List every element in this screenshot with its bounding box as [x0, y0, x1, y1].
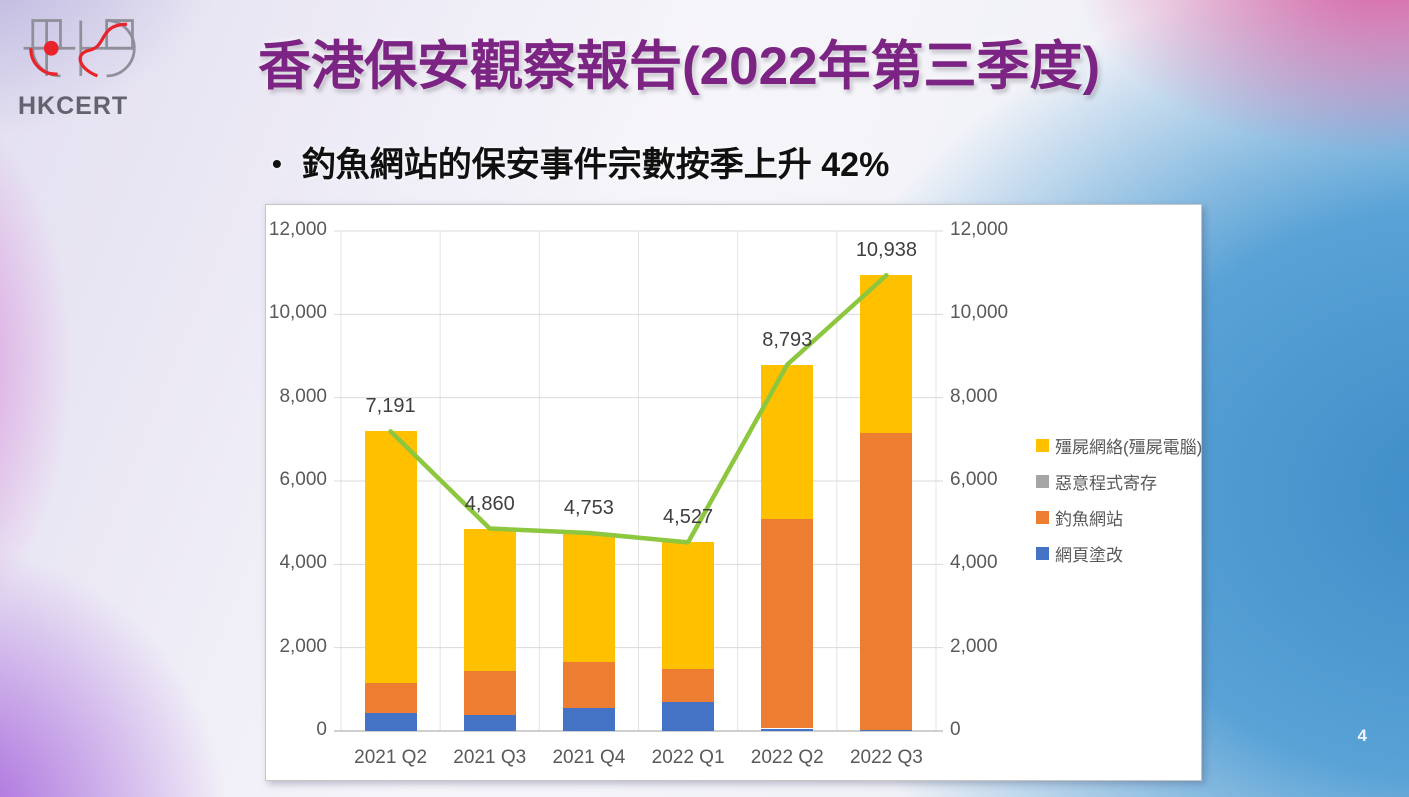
y-axis-tick-label-right: 2,000 — [950, 635, 998, 657]
y-axis-tick-label-left: 4,000 — [279, 552, 327, 574]
legend-swatch-icon — [1036, 510, 1049, 524]
data-label-total: 4,860 — [464, 492, 515, 515]
x-axis-category-label: 2021 Q4 — [552, 747, 626, 768]
y-axis-tick-label-left: 6,000 — [279, 469, 327, 490]
bar-segment-botnet — [562, 532, 615, 663]
y-axis-tick-label-left: 2,000 — [279, 635, 327, 657]
hkcert-logo-text: HKCERT — [18, 92, 129, 120]
bar-segment-phishing — [662, 668, 715, 702]
y-axis-tick-label-right: 0 — [950, 719, 961, 740]
bar-segment-defacement — [364, 712, 417, 731]
bar-segment-defacement — [860, 730, 913, 731]
bullet-icon: • — [272, 148, 282, 179]
legend-item-defacement: 網頁塗改 — [1036, 535, 1201, 571]
legend-label: 惡意程式寄存 — [1055, 473, 1157, 493]
bar-segment-phishing — [761, 518, 814, 729]
y-axis-tick-label-left: 10,000 — [268, 302, 327, 324]
x-axis-category-label: 2022 Q3 — [849, 747, 923, 768]
y-axis-tick-label-right: 12,000 — [950, 219, 1009, 240]
bar-segment-phishing — [860, 432, 913, 731]
data-label-total: 4,753 — [563, 496, 614, 519]
legend-label: 釣魚網站 — [1055, 509, 1123, 529]
legend-label: 網頁塗改 — [1055, 545, 1123, 565]
y-axis-tick-label-right: 6,000 — [950, 469, 998, 490]
bar-segment-phishing — [364, 682, 417, 713]
chart-panel: 殭屍網絡(殭屍電腦) 惡意程式寄存 釣魚網站網頁塗改 7,191 4,860 4,753… — [265, 204, 1202, 781]
x-axis-category-label: 2022 Q2 — [750, 747, 824, 768]
bar-segment-botnet — [662, 542, 715, 669]
total-line — [388, 273, 889, 545]
bar-segment-defacement — [662, 701, 715, 731]
bar-segment-phishing — [463, 670, 516, 715]
y-axis-tick-label-right: 10,000 — [950, 302, 1009, 324]
hkcert-logo-mark — [23, 19, 136, 78]
y-axis-tick-label-left: 0 — [316, 719, 327, 740]
data-label-total: 8,793 — [762, 328, 813, 351]
bar-segment-defacement — [463, 714, 516, 731]
logo-red-dot — [43, 40, 59, 56]
y-axis-tick-label-left: 8,000 — [279, 385, 327, 407]
bar-segment-botnet — [463, 528, 516, 671]
x-axis-category-label: 2021 Q3 — [453, 747, 527, 768]
legend-item-malware-hosting: 惡意程式寄存 — [1036, 463, 1201, 499]
bar-segment-phishing — [562, 662, 615, 708]
x-axis-category-label: 2022 Q1 — [651, 747, 725, 768]
data-label-total: 10,938 — [855, 239, 917, 262]
legend-item-botnet: 殭屍網絡(殭屍電腦) — [1036, 427, 1203, 463]
legend-swatch-icon — [1036, 546, 1049, 560]
legend-swatch-icon — [1036, 438, 1049, 452]
y-axis-tick-label-right: 8,000 — [950, 385, 998, 407]
legend-swatch-icon — [1036, 474, 1049, 488]
bar-segment-defacement — [761, 728, 814, 731]
y-axis-tick-label-right: 4,000 — [950, 552, 998, 574]
bar-segment-botnet — [860, 275, 913, 433]
bullet-text: 釣魚網站的保安事件宗數按季上升 42% — [301, 146, 890, 184]
data-label-total: 7,191 — [365, 395, 416, 418]
bar-segment-botnet — [761, 364, 814, 519]
slide-title: 香港保安觀察報告(2022年第三季度) — [258, 37, 1101, 96]
bar-segment-defacement — [562, 707, 615, 731]
chart-gridlines — [334, 230, 943, 732]
bullet-line: • 釣魚網站的保安事件宗數按季上升 42% — [272, 137, 1272, 186]
y-axis-tick-label-left: 12,000 — [268, 219, 327, 240]
bar-segment-botnet — [364, 431, 417, 683]
chart-legend: 殭屍網絡(殭屍電腦) 惡意程式寄存 釣魚網站網頁塗改 — [1036, 427, 1203, 571]
total-line-layer — [388, 273, 889, 545]
hkcert-logo: HKCERT — [18, 12, 148, 121]
page-number: 4 — [1357, 726, 1367, 745]
legend-item-phishing: 釣魚網站 — [1036, 499, 1201, 535]
data-label-total: 4,527 — [663, 506, 714, 529]
legend-label: 殭屍網絡(殭屍電腦) — [1055, 437, 1203, 457]
x-axis-category-label: 2021 Q2 — [354, 747, 428, 768]
